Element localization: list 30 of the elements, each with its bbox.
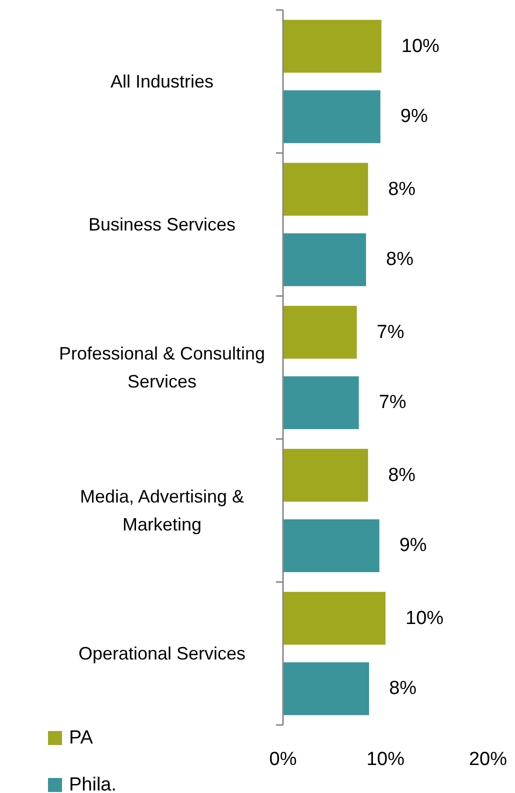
bar — [283, 90, 380, 144]
bar — [283, 448, 368, 502]
x-tick-label: 10% — [366, 749, 405, 770]
data-label: 10% — [401, 36, 440, 57]
y-tick-label: Professional & Consulting Services — [58, 344, 266, 392]
x-tick-label: 20% — [468, 749, 508, 770]
data-label: 8% — [389, 678, 417, 700]
data-label: 8% — [388, 464, 416, 486]
bar — [283, 662, 370, 716]
bar — [283, 376, 359, 430]
legend-label: PA — [69, 728, 94, 748]
y-tick-label: Media, Advertising & Marketing — [80, 486, 244, 534]
data-label: 7% — [376, 322, 404, 343]
data-label: 7% — [378, 392, 406, 414]
data-label: 10% — [406, 608, 444, 629]
y-tick-label: Operational Services — [78, 644, 246, 664]
bar — [283, 20, 382, 73]
data-label: 8% — [388, 178, 416, 200]
bar — [283, 519, 380, 572]
legend-label: Phila. — [69, 774, 117, 793]
bar — [283, 592, 386, 645]
bar — [283, 162, 368, 216]
x-tick-label: 0% — [269, 749, 297, 770]
data-label: 8% — [386, 249, 414, 270]
data-label: 9% — [399, 535, 427, 556]
data-label: 9% — [400, 106, 428, 128]
y-tick-label: All Industries — [110, 72, 214, 92]
bar — [283, 306, 357, 359]
y-tick-label: Business Services — [88, 214, 236, 234]
bar — [283, 233, 366, 286]
